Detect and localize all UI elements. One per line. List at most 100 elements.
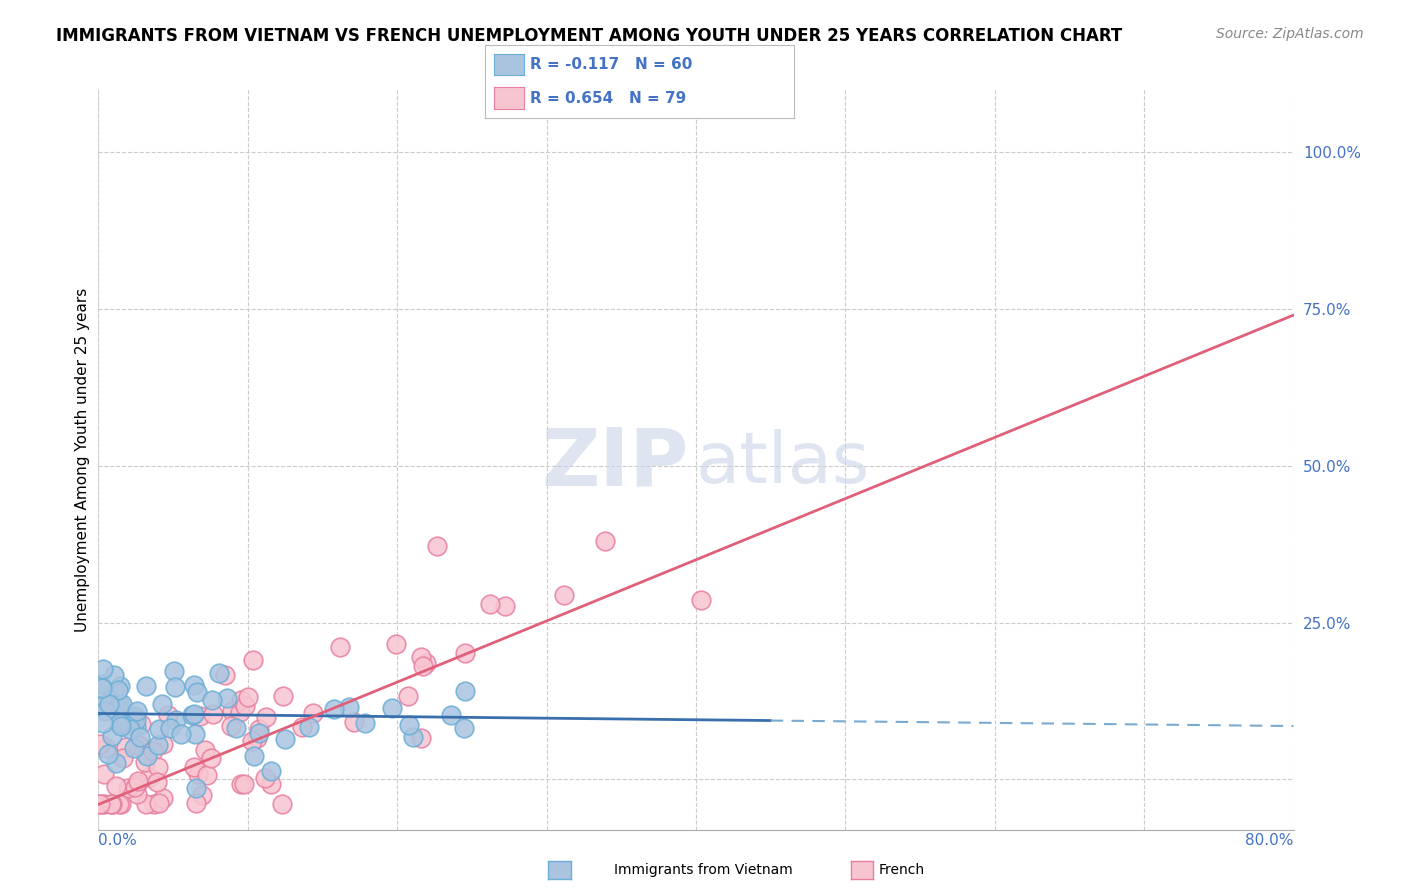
Point [453, 722, 475, 736]
Point [411, 731, 433, 746]
Text: 0.0%: 0.0% [98, 833, 138, 847]
Point [111, 697, 134, 711]
Point [101, 797, 124, 812]
Point [103, 686, 125, 700]
Point [148, 722, 170, 736]
Point [112, 719, 135, 733]
Point [291, 720, 314, 734]
Point [385, 637, 408, 651]
Point [127, 777, 149, 791]
Point [274, 732, 297, 747]
Point [104, 779, 127, 793]
Point [238, 690, 260, 704]
Point [94, 704, 117, 718]
Point [202, 706, 225, 721]
Point [146, 760, 169, 774]
Point [108, 797, 131, 812]
Point [128, 739, 150, 754]
Point [98, 697, 121, 711]
Point [159, 722, 181, 736]
Point [89, 737, 111, 751]
Point [243, 749, 266, 764]
Point [142, 797, 165, 812]
Point [271, 797, 294, 812]
Point [105, 756, 128, 771]
Point [194, 743, 217, 757]
Point [183, 760, 205, 774]
Point [229, 777, 252, 791]
Text: Immigrants from Vietnam: Immigrants from Vietnam [613, 863, 793, 877]
Text: R = -0.117   N = 60: R = -0.117 N = 60 [530, 57, 692, 71]
Point [298, 720, 321, 734]
Point [138, 770, 160, 784]
Point [100, 797, 122, 812]
Point [152, 790, 174, 805]
Point [323, 701, 346, 715]
Point [396, 689, 419, 703]
Point [110, 718, 132, 732]
Point [181, 708, 204, 723]
Point [108, 698, 131, 712]
Point [242, 653, 264, 667]
Point [412, 658, 434, 673]
Point [689, 593, 711, 607]
Point [208, 666, 231, 681]
Point [127, 773, 149, 788]
Point [112, 715, 135, 730]
Text: Source: ZipAtlas.com: Source: ZipAtlas.com [1216, 27, 1364, 41]
Point [415, 656, 437, 670]
Point [381, 701, 404, 715]
Point [229, 705, 252, 719]
Point [191, 788, 214, 802]
Point [183, 678, 205, 692]
Point [165, 713, 187, 727]
Text: ZIP: ZIP [541, 425, 689, 503]
Point [184, 796, 207, 810]
Point [165, 680, 187, 694]
Point [97, 747, 120, 761]
Point [260, 776, 283, 790]
Point [260, 764, 283, 779]
Point [117, 781, 139, 796]
Text: 80.0%: 80.0% [1246, 833, 1294, 847]
Point [343, 715, 366, 730]
Point [219, 719, 242, 733]
Point [254, 709, 277, 723]
Point [454, 646, 477, 660]
Point [114, 739, 136, 754]
Point [90, 677, 112, 691]
Point [254, 772, 277, 786]
Point [302, 706, 325, 720]
Point [108, 715, 131, 730]
Point [142, 744, 165, 758]
Point [134, 755, 156, 769]
Point [135, 679, 157, 693]
Point [339, 699, 361, 714]
Point [90, 797, 112, 812]
Point [201, 693, 224, 707]
Point [125, 713, 148, 727]
Point [112, 751, 135, 765]
Text: IMMIGRANTS FROM VIETNAM VS FRENCH UNEMPLOYMENT AMONG YOUTH UNDER 25 YEARS CORREL: IMMIGRANTS FROM VIETNAM VS FRENCH UNEMPL… [56, 27, 1122, 45]
Point [91, 716, 114, 731]
Point [136, 748, 159, 763]
Point [454, 684, 477, 698]
Point [156, 708, 179, 723]
Point [440, 707, 463, 722]
Point [247, 722, 270, 736]
Point [494, 599, 516, 613]
Point [124, 780, 146, 795]
Point [128, 730, 150, 744]
Point [187, 767, 209, 781]
Point [93, 698, 115, 712]
Text: R = 0.654   N = 79: R = 0.654 N = 79 [530, 91, 686, 105]
Point [108, 679, 131, 693]
Point [93, 662, 115, 676]
Point [233, 777, 256, 791]
Point [107, 683, 129, 698]
Point [183, 726, 205, 740]
Point [246, 731, 269, 745]
Point [398, 718, 420, 732]
Point [125, 720, 148, 734]
Point [271, 690, 294, 704]
